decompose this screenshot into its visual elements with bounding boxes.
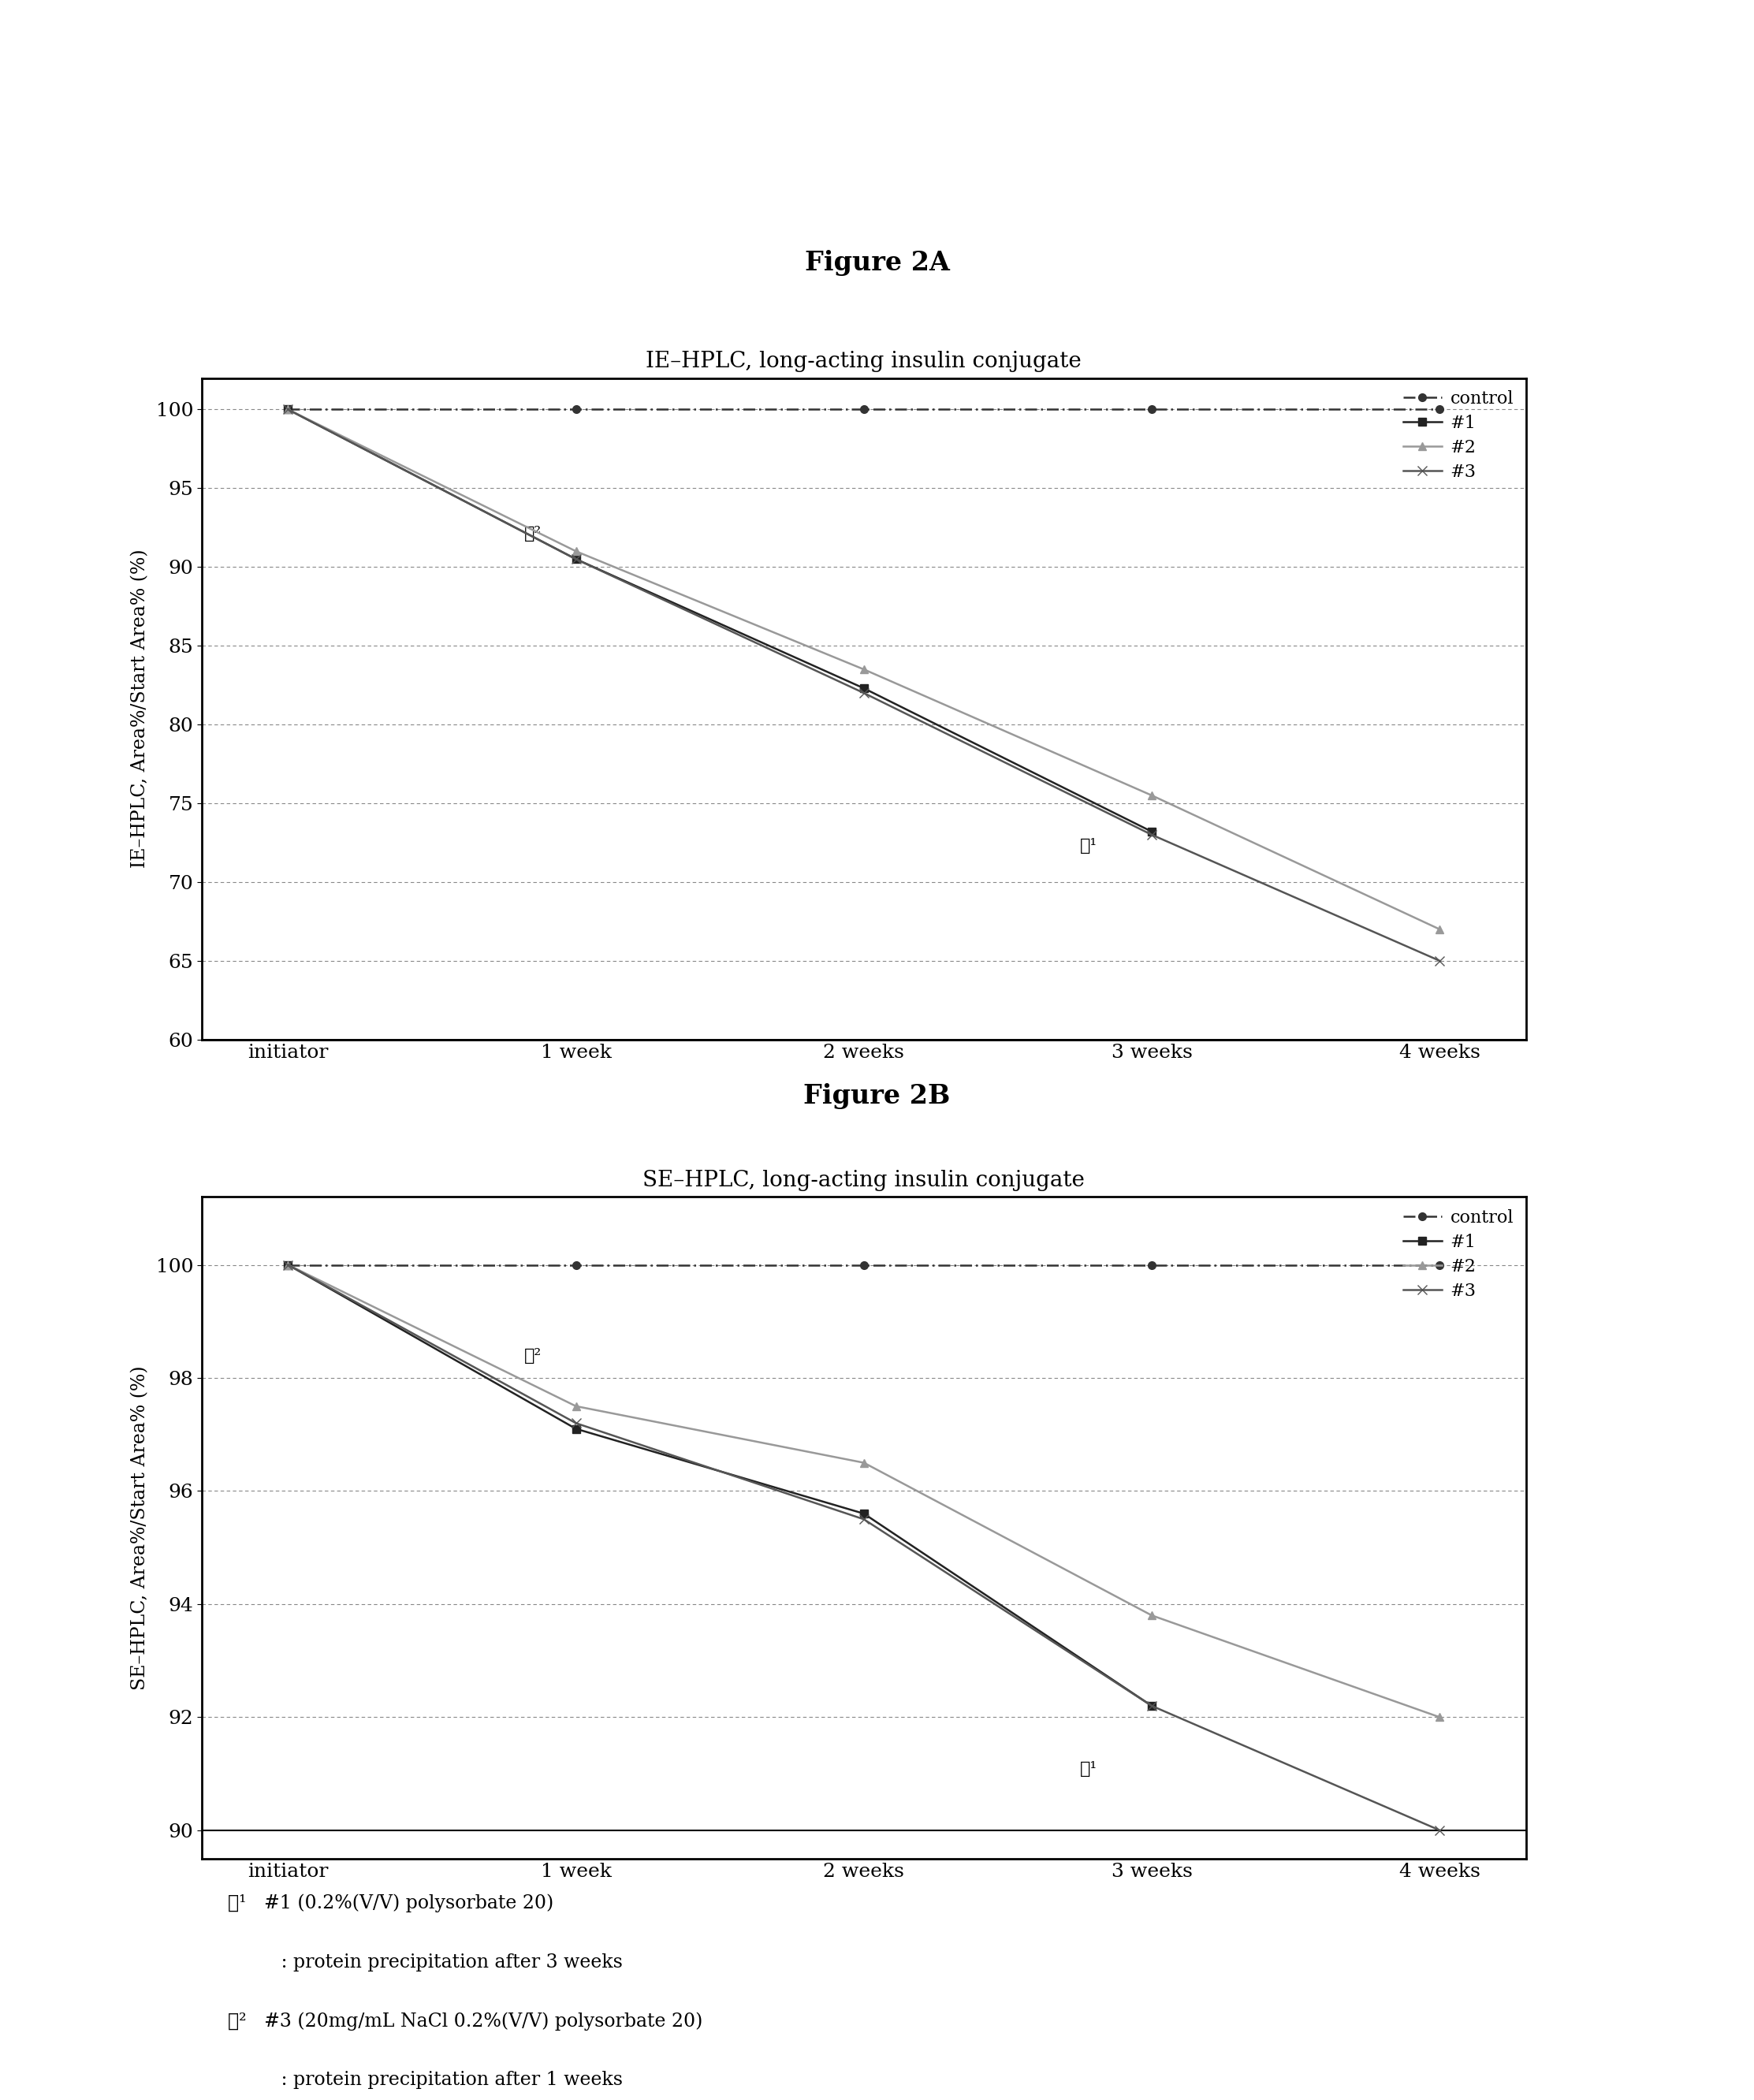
#3 (852, 680, 873, 706)
Title: IE–HPLC, long-acting insulin conjugate: IE–HPLC, long-acting insulin conjugate (645, 351, 1082, 372)
#1 (277, 397, 298, 422)
control (1430, 397, 1451, 422)
#2 (565, 1394, 586, 1420)
Line: #3: #3 (282, 405, 1445, 966)
#1 (1142, 819, 1163, 844)
#3 (277, 397, 298, 422)
Text: ※¹: ※¹ (1080, 838, 1098, 855)
#2 (277, 1252, 298, 1277)
#2 (277, 397, 298, 422)
#1 (1142, 1693, 1163, 1718)
#3 (1430, 1819, 1451, 1844)
Text: Figure 2B: Figure 2B (803, 1084, 951, 1109)
control (565, 397, 586, 422)
Text: ※²: ※² (524, 1348, 542, 1365)
control (1142, 1252, 1163, 1277)
Y-axis label: SE–HPLC, Area%/Start Area% (%): SE–HPLC, Area%/Start Area% (%) (132, 1365, 149, 1691)
Title: SE–HPLC, long-acting insulin conjugate: SE–HPLC, long-acting insulin conjugate (642, 1170, 1086, 1191)
#2 (852, 657, 873, 683)
Text: ※¹: ※¹ (1080, 1760, 1098, 1777)
#1 (277, 1252, 298, 1277)
Legend: control, #1, #2, #3: control, #1, #2, #3 (1396, 384, 1521, 487)
Line: #2: #2 (284, 1260, 1444, 1722)
control (1142, 397, 1163, 422)
#3 (565, 546, 586, 571)
Line: #1: #1 (284, 405, 1156, 836)
control (565, 1252, 586, 1277)
Line: #2: #2 (284, 405, 1444, 932)
#2 (1430, 916, 1451, 941)
#2 (565, 538, 586, 563)
#1 (852, 1502, 873, 1527)
#3 (1430, 949, 1451, 974)
#3 (1142, 823, 1163, 848)
#3 (1142, 1693, 1163, 1718)
#2 (1142, 1602, 1163, 1628)
#2 (1142, 783, 1163, 809)
Line: #1: #1 (284, 1260, 1156, 1709)
Text: : protein precipitation after 3 weeks: : protein precipitation after 3 weeks (228, 1953, 623, 1972)
#1 (565, 546, 586, 571)
#1 (852, 676, 873, 701)
control (852, 1252, 873, 1277)
#3 (852, 1506, 873, 1531)
Line: control: control (284, 1260, 1444, 1268)
#3 (277, 1252, 298, 1277)
Text: Figure 2A: Figure 2A (805, 250, 949, 275)
Text: ※²: ※² (524, 525, 542, 542)
Legend: control, #1, #2, #3: control, #1, #2, #3 (1396, 1203, 1521, 1306)
Line: control: control (284, 405, 1444, 414)
#1 (565, 1415, 586, 1441)
Text: ※¹   #1 (0.2%(V/V) polysorbate 20): ※¹ #1 (0.2%(V/V) polysorbate 20) (228, 1894, 554, 1913)
#2 (852, 1451, 873, 1476)
control (277, 397, 298, 422)
Text: ※²   #3 (20mg/mL NaCl 0.2%(V/V) polysorbate 20): ※² #3 (20mg/mL NaCl 0.2%(V/V) polysorbat… (228, 2012, 703, 2031)
#2 (1430, 1705, 1451, 1730)
Line: #3: #3 (282, 1260, 1445, 1835)
#3 (565, 1411, 586, 1436)
control (1430, 1252, 1451, 1277)
Text: : protein precipitation after 1 weeks: : protein precipitation after 1 weeks (228, 2071, 623, 2090)
control (277, 1252, 298, 1277)
control (852, 397, 873, 422)
Y-axis label: IE–HPLC, Area%/Start Area% (%): IE–HPLC, Area%/Start Area% (%) (132, 550, 149, 867)
